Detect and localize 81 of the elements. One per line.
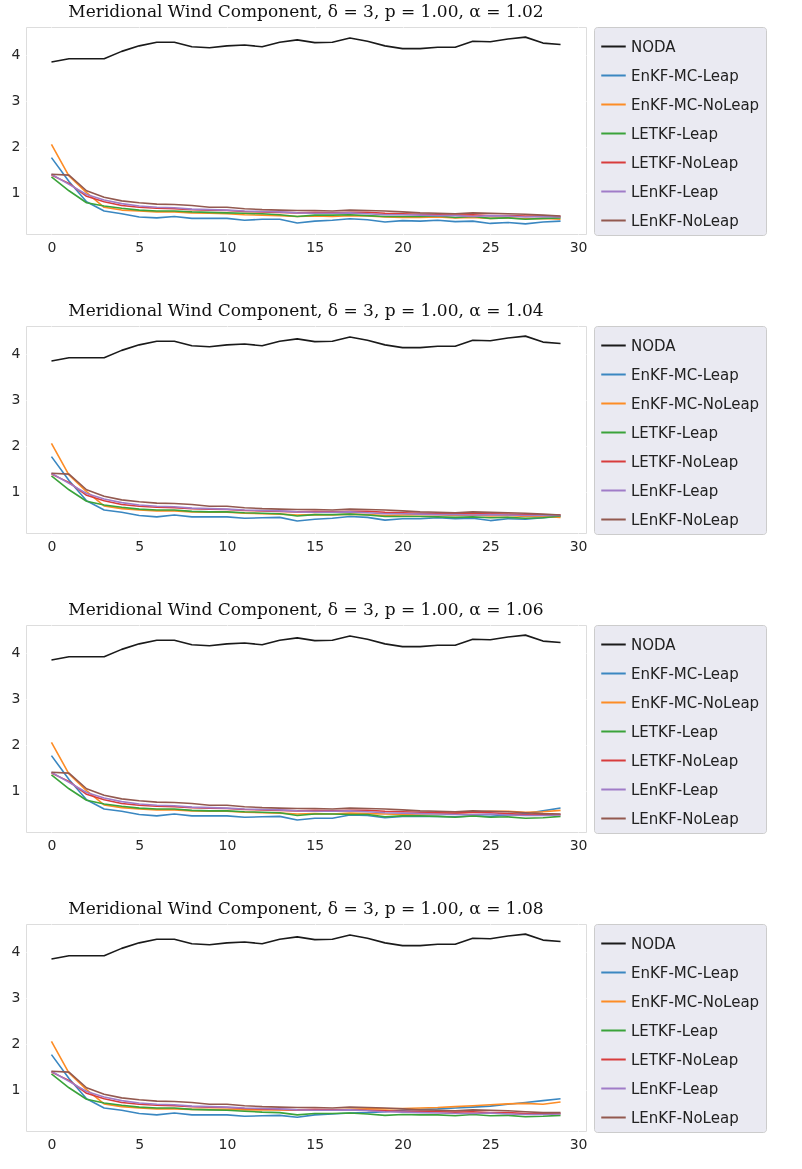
legend-label: EnKF-MC-Leap bbox=[631, 365, 739, 384]
x-tick-label: 30 bbox=[569, 537, 588, 554]
legend-label: LETKF-Leap bbox=[631, 722, 718, 741]
x-tick-label: 15 bbox=[306, 836, 325, 853]
legend-label: LETKF-NoLeap bbox=[631, 153, 739, 172]
x-tick-label: 10 bbox=[218, 537, 237, 554]
legend-label: EnKF-MC-NoLeap bbox=[631, 95, 760, 114]
chart-title: Meridional Wind Component, δ = 3, p = 1.00, α = 1.08 bbox=[68, 897, 544, 918]
line-series bbox=[50, 634, 562, 661]
legend-label: LETKF-Leap bbox=[631, 423, 718, 442]
x-tick-label: 20 bbox=[394, 537, 412, 554]
x-tick-label: 0 bbox=[47, 1135, 57, 1152]
x-tick-label: 25 bbox=[481, 1135, 500, 1152]
x-tick-label: 0 bbox=[47, 238, 57, 255]
legend-label: EnKF-MC-Leap bbox=[631, 66, 739, 85]
y-tick-label: 3 bbox=[11, 391, 21, 408]
x-tick-label: 25 bbox=[481, 836, 500, 853]
line-series bbox=[50, 933, 562, 960]
legend-label: LETKF-NoLeap bbox=[631, 452, 739, 471]
x-tick-label: 5 bbox=[135, 238, 145, 255]
y-tick-label: 2 bbox=[11, 138, 21, 155]
legend-label: LETKF-Leap bbox=[631, 124, 718, 143]
x-tick-label: 30 bbox=[569, 1135, 588, 1152]
x-tick-label: 15 bbox=[306, 1135, 325, 1152]
x-tick-label: 15 bbox=[306, 537, 325, 554]
x-tick-label: 0 bbox=[47, 836, 57, 853]
legend-label: EnKF-MC-NoLeap bbox=[631, 992, 760, 1011]
x-tick-label: 25 bbox=[481, 238, 500, 255]
y-tick-label: 2 bbox=[11, 437, 21, 454]
x-tick-label: 5 bbox=[135, 836, 145, 853]
legend-label: LEnKF-NoLeap bbox=[631, 211, 739, 230]
y-tick-label: 3 bbox=[11, 989, 21, 1006]
legend-label: NODA bbox=[631, 336, 677, 355]
x-tick-label: 0 bbox=[47, 537, 57, 554]
legend-label: EnKF-MC-NoLeap bbox=[631, 693, 760, 712]
x-tick-label: 20 bbox=[394, 836, 412, 853]
y-tick-label: 1 bbox=[11, 483, 21, 500]
legend-label: LEnKF-Leap bbox=[631, 182, 719, 201]
x-tick-label: 5 bbox=[135, 1135, 145, 1152]
y-tick-label: 4 bbox=[11, 644, 21, 661]
y-tick-label: 2 bbox=[11, 1035, 21, 1052]
line-series bbox=[50, 36, 562, 63]
y-tick-label: 4 bbox=[11, 943, 21, 960]
legend-label: NODA bbox=[631, 934, 677, 953]
legend-label: LEnKF-NoLeap bbox=[631, 809, 739, 828]
y-tick-label: 4 bbox=[11, 46, 21, 63]
x-tick-label: 10 bbox=[218, 836, 237, 853]
x-tick-label: 30 bbox=[569, 836, 588, 853]
x-tick-label: 10 bbox=[218, 238, 237, 255]
legend-label: NODA bbox=[631, 37, 677, 56]
legend-label: EnKF-MC-Leap bbox=[631, 664, 739, 683]
y-tick-label: 1 bbox=[11, 782, 21, 799]
x-tick-label: 5 bbox=[135, 537, 145, 554]
x-tick-label: 15 bbox=[306, 238, 325, 255]
y-tick-label: 3 bbox=[11, 92, 21, 109]
y-tick-label: 4 bbox=[11, 345, 21, 362]
legend-label: LEnKF-NoLeap bbox=[631, 1108, 739, 1127]
chart-title: Meridional Wind Component, δ = 3, p = 1.00, α = 1.04 bbox=[68, 299, 544, 320]
line-series bbox=[50, 335, 562, 362]
legend-label: EnKF-MC-Leap bbox=[631, 963, 739, 982]
x-tick-label: 20 bbox=[394, 1135, 412, 1152]
x-tick-label: 30 bbox=[569, 238, 588, 255]
legend-label: NODA bbox=[631, 635, 677, 654]
chart-title: Meridional Wind Component, δ = 3, p = 1.00, α = 1.02 bbox=[68, 0, 544, 21]
legend-label: LEnKF-Leap bbox=[631, 780, 719, 799]
line-series bbox=[50, 156, 562, 225]
legend-label: LEnKF-Leap bbox=[631, 1079, 719, 1098]
x-tick-label: 20 bbox=[394, 238, 412, 255]
legend-label: LETKF-NoLeap bbox=[631, 1050, 739, 1069]
y-tick-label: 3 bbox=[11, 690, 21, 707]
y-tick-label: 1 bbox=[11, 1081, 21, 1098]
x-tick-label: 10 bbox=[218, 1135, 237, 1152]
legend-label: LETKF-NoLeap bbox=[631, 751, 739, 770]
x-tick-label: 25 bbox=[481, 537, 500, 554]
legend-label: LETKF-Leap bbox=[631, 1021, 718, 1040]
legend-label: LEnKF-Leap bbox=[631, 481, 719, 500]
chart-title: Meridional Wind Component, δ = 3, p = 1.00, α = 1.06 bbox=[68, 598, 544, 619]
y-tick-label: 1 bbox=[11, 184, 21, 201]
y-tick-label: 2 bbox=[11, 736, 21, 753]
legend-label: LEnKF-NoLeap bbox=[631, 510, 739, 529]
legend-label: EnKF-MC-NoLeap bbox=[631, 394, 760, 413]
